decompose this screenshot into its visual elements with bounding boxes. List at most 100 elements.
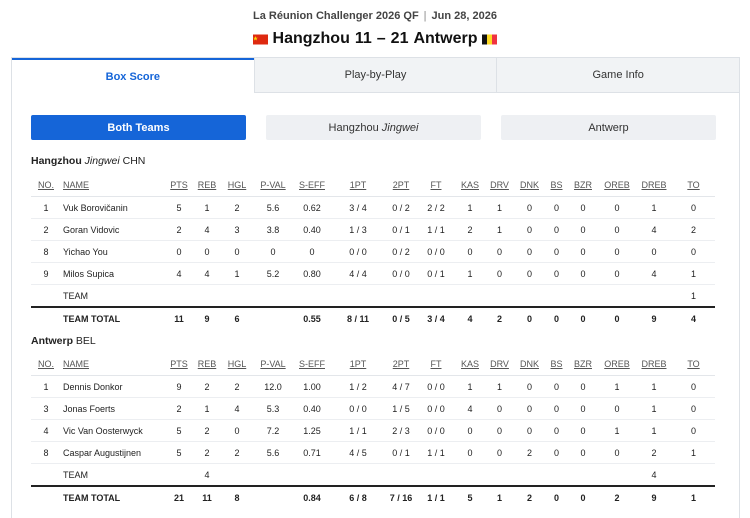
- tab[interactable]: Game Info: [496, 58, 740, 93]
- column-header[interactable]: KAS: [455, 174, 485, 197]
- stat-cell: 0: [545, 441, 568, 464]
- stat-cell: 0: [455, 240, 485, 263]
- filter-button[interactable]: Antwerp: [501, 115, 716, 140]
- column-header[interactable]: P-VAL: [253, 353, 293, 376]
- column-header[interactable]: PTS: [165, 174, 193, 197]
- empty-cell: [672, 463, 715, 487]
- empty-cell: [568, 463, 598, 487]
- stat-cell: 2: [598, 485, 636, 508]
- stat-cell: 3: [31, 397, 61, 420]
- dash: –: [376, 30, 386, 47]
- stat-cell: 4: [193, 218, 221, 241]
- stat-cell: 0 / 5: [385, 306, 417, 329]
- column-header[interactable]: NO.: [31, 174, 61, 197]
- empty-cell: [253, 463, 293, 487]
- stat-cell: 0 / 0: [417, 240, 455, 263]
- column-header[interactable]: S-EFF: [293, 353, 331, 376]
- column-header[interactable]: NAME: [61, 353, 165, 376]
- stat-cell: 0: [568, 262, 598, 285]
- stat-cell: 0 / 1: [385, 218, 417, 241]
- stat-cell: 9: [193, 306, 221, 329]
- stat-cell: 1: [598, 419, 636, 442]
- stat-cell: 8: [31, 240, 61, 263]
- team-name: Hangzhou: [31, 155, 82, 167]
- home-score: 11: [354, 30, 372, 47]
- column-header[interactable]: BZR: [568, 353, 598, 376]
- box-score-table: NO. NAME PTS REB HGL P-VAL S-EFF 1PT 2PT FT KAS DRV…: [31, 353, 715, 508]
- column-header[interactable]: 2PT: [385, 353, 417, 376]
- column-header[interactable]: DNK: [514, 174, 545, 197]
- stat-cell: 0.55: [293, 306, 331, 329]
- column-header[interactable]: DRV: [485, 174, 514, 197]
- empty-cell: [545, 284, 568, 308]
- empty-cell: [331, 463, 385, 487]
- column-header[interactable]: S-EFF: [293, 174, 331, 197]
- stat-cell: 3 / 4: [331, 196, 385, 219]
- stat-cell: 0: [545, 218, 568, 241]
- tab[interactable]: Play-by-Play: [253, 58, 497, 93]
- stat-cell: 0: [598, 262, 636, 285]
- column-header[interactable]: FT: [417, 353, 455, 376]
- stat-cell: 4: [193, 463, 221, 487]
- column-header[interactable]: PTS: [165, 353, 193, 376]
- stat-cell: 2 / 2: [417, 196, 455, 219]
- column-header[interactable]: REB: [193, 174, 221, 197]
- column-header[interactable]: DREB: [636, 353, 672, 376]
- column-header[interactable]: REB: [193, 353, 221, 376]
- column-header[interactable]: OREB: [598, 353, 636, 376]
- empty-cell: [293, 284, 331, 308]
- column-header[interactable]: TO: [672, 174, 715, 197]
- column-header[interactable]: OREB: [598, 174, 636, 197]
- column-header[interactable]: DREB: [636, 174, 672, 197]
- column-header[interactable]: 1PT: [331, 353, 385, 376]
- stat-cell: 1: [221, 262, 253, 285]
- column-header[interactable]: NO.: [31, 353, 61, 376]
- stat-cell: 2: [221, 196, 253, 219]
- stat-cell: 21: [165, 485, 193, 508]
- column-header[interactable]: HGL: [221, 353, 253, 376]
- column-header[interactable]: FT: [417, 174, 455, 197]
- stat-cell: 1 / 1: [417, 441, 455, 464]
- filter-button[interactable]: Both Teams: [31, 115, 246, 140]
- column-header[interactable]: KAS: [455, 353, 485, 376]
- column-header[interactable]: HGL: [221, 174, 253, 197]
- stat-cell: 0 / 2: [385, 196, 417, 219]
- stat-cell: 0: [221, 419, 253, 442]
- column-header[interactable]: 2PT: [385, 174, 417, 197]
- stat-cell: 2: [221, 441, 253, 464]
- column-header[interactable]: BS: [545, 174, 568, 197]
- stat-cell: 0: [545, 262, 568, 285]
- stat-cell: TEAM TOTAL: [61, 485, 165, 508]
- stat-cell: 0: [598, 218, 636, 241]
- stat-cell: 2: [193, 375, 221, 398]
- stat-cell: 0 / 0: [417, 397, 455, 420]
- game-date: Jun 28, 2026: [431, 10, 497, 22]
- filter-button[interactable]: Hangzhou Jingwei: [266, 115, 481, 140]
- column-header[interactable]: 1PT: [331, 174, 385, 197]
- stat-cell: 0: [165, 240, 193, 263]
- empty-cell: [485, 463, 514, 487]
- empty-cell: [31, 463, 61, 487]
- column-header[interactable]: NAME: [61, 174, 165, 197]
- stat-cell: 0: [485, 419, 514, 442]
- header-row: NO. NAME PTS REB HGL P-VAL S-EFF 1PT 2PT FT KAS DRV…: [31, 353, 715, 376]
- stat-cell: 5: [455, 485, 485, 508]
- column-header[interactable]: TO: [672, 353, 715, 376]
- stat-cell: 0: [672, 240, 715, 263]
- column-header[interactable]: DNK: [514, 353, 545, 376]
- away-team: Antwerp: [413, 30, 478, 47]
- column-header[interactable]: P-VAL: [253, 174, 293, 197]
- stat-cell: 1: [31, 196, 61, 219]
- empty-cell: [598, 284, 636, 308]
- empty-cell: [293, 463, 331, 487]
- column-header[interactable]: DRV: [485, 353, 514, 376]
- column-header[interactable]: BS: [545, 353, 568, 376]
- column-header[interactable]: BZR: [568, 174, 598, 197]
- tab[interactable]: Box Score: [12, 58, 254, 93]
- stat-cell: 5.6: [253, 441, 293, 464]
